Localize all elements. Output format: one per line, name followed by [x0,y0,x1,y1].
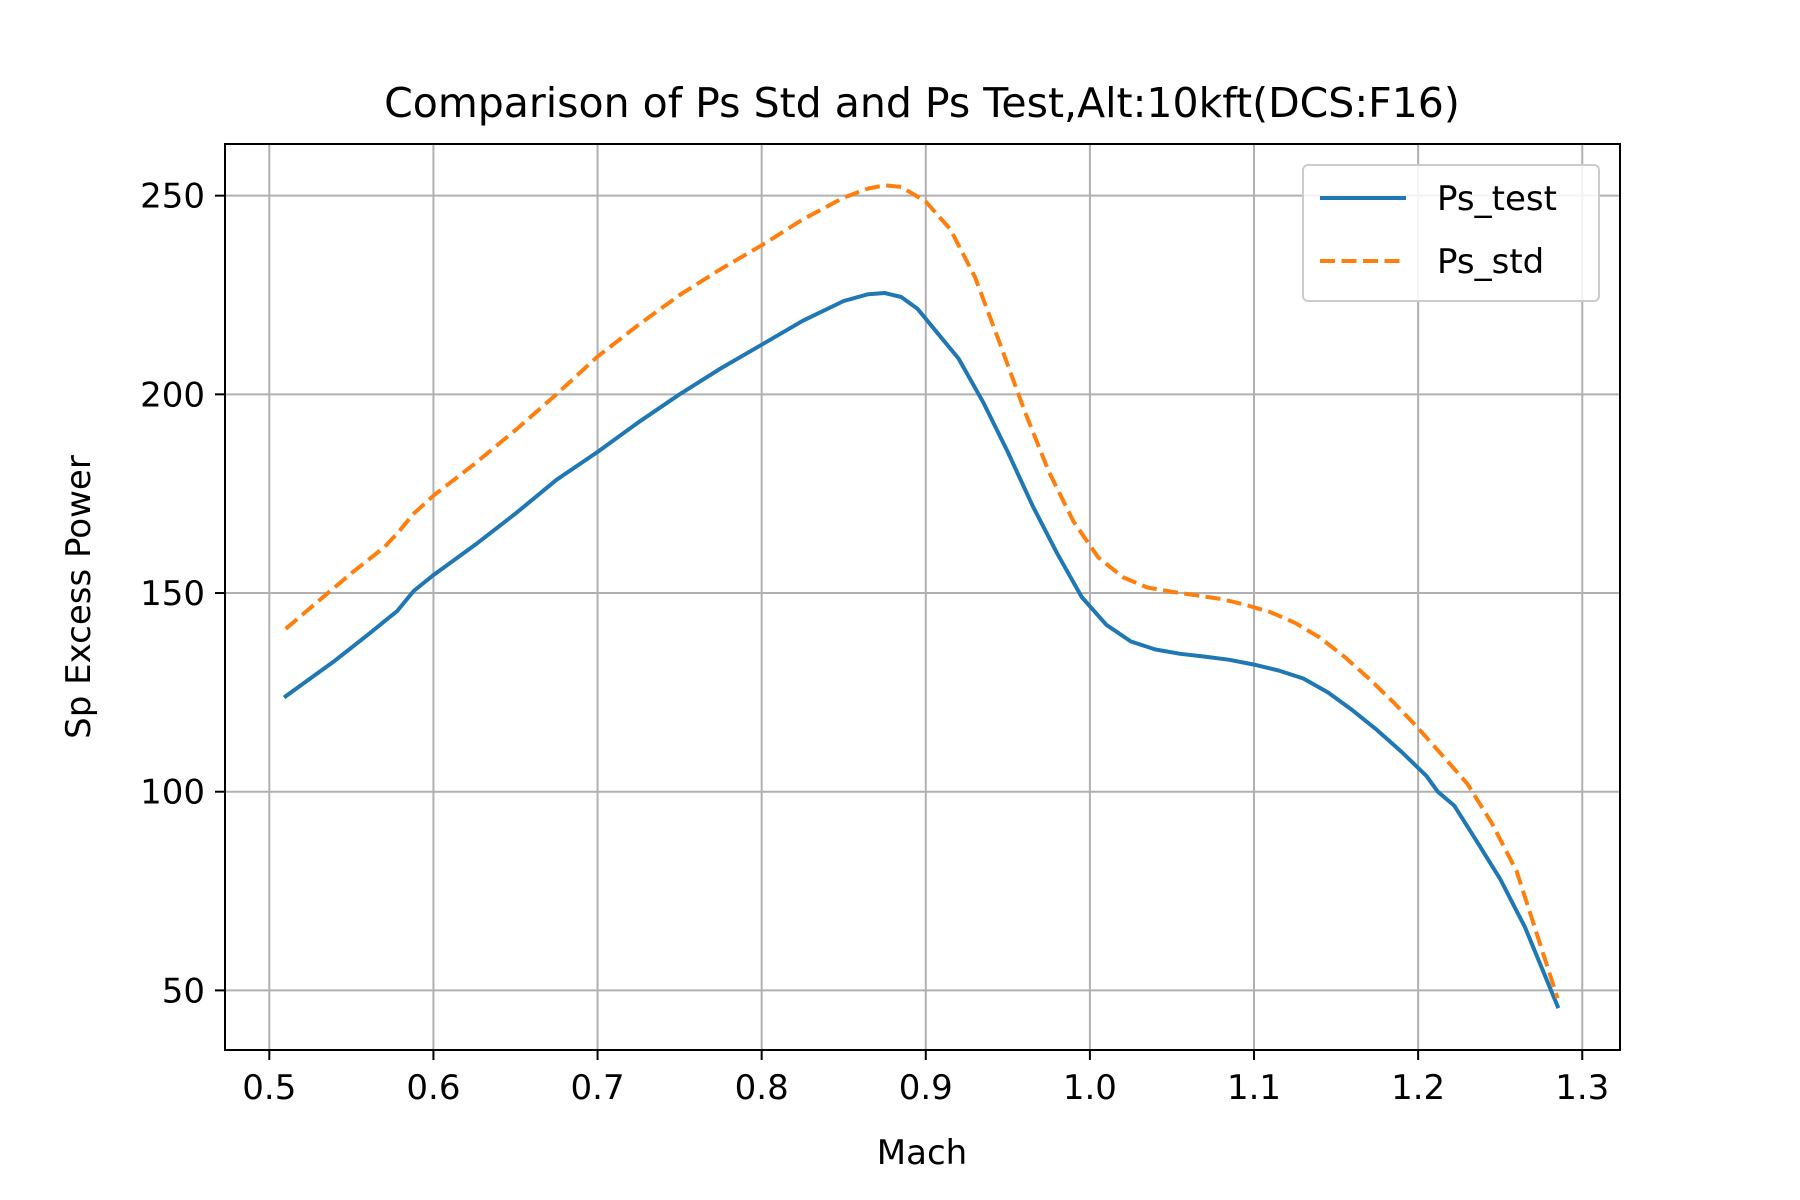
x-tick-label: 0.5 [242,1068,296,1108]
x-tick-label: 1.1 [1227,1068,1281,1108]
y-tick-label: 50 [162,971,205,1011]
x-tick-label: 0.9 [899,1068,953,1108]
series-lines [282,183,1561,1009]
legend-label-ps-test: Ps_test [1437,179,1557,219]
y-axis-ticks: 50 100 150 200 250 [140,177,225,1011]
x-tick-label: 0.7 [571,1068,625,1108]
y-tick-label: 250 [140,177,205,217]
y-tick-label: 150 [140,574,205,614]
x-tick-label: 0.6 [406,1068,460,1108]
legend: Ps_test Ps_std [1302,164,1600,302]
plot-frame [224,143,1621,1051]
x-axis-ticks: 0.5 0.6 0.7 0.8 0.9 1.0 1.1 1.2 1.3 [242,1050,1609,1108]
x-tick-label: 1.3 [1555,1068,1609,1108]
y-tick-label: 200 [140,375,205,415]
x-tick-label: 0.8 [735,1068,789,1108]
x-tick-label: 1.2 [1391,1068,1445,1108]
y-tick-label: 100 [140,773,205,813]
legend-label-ps-std: Ps_std [1437,242,1544,282]
x-tick-label: 1.0 [1063,1068,1117,1108]
series-line-ps-test [282,291,1561,1009]
chart-title: Comparison of Ps Std and Ps Test,Alt:10k… [384,79,1460,127]
y-axis-title: Sp Excess Power [59,455,99,739]
x-axis-title: Mach [877,1133,967,1173]
